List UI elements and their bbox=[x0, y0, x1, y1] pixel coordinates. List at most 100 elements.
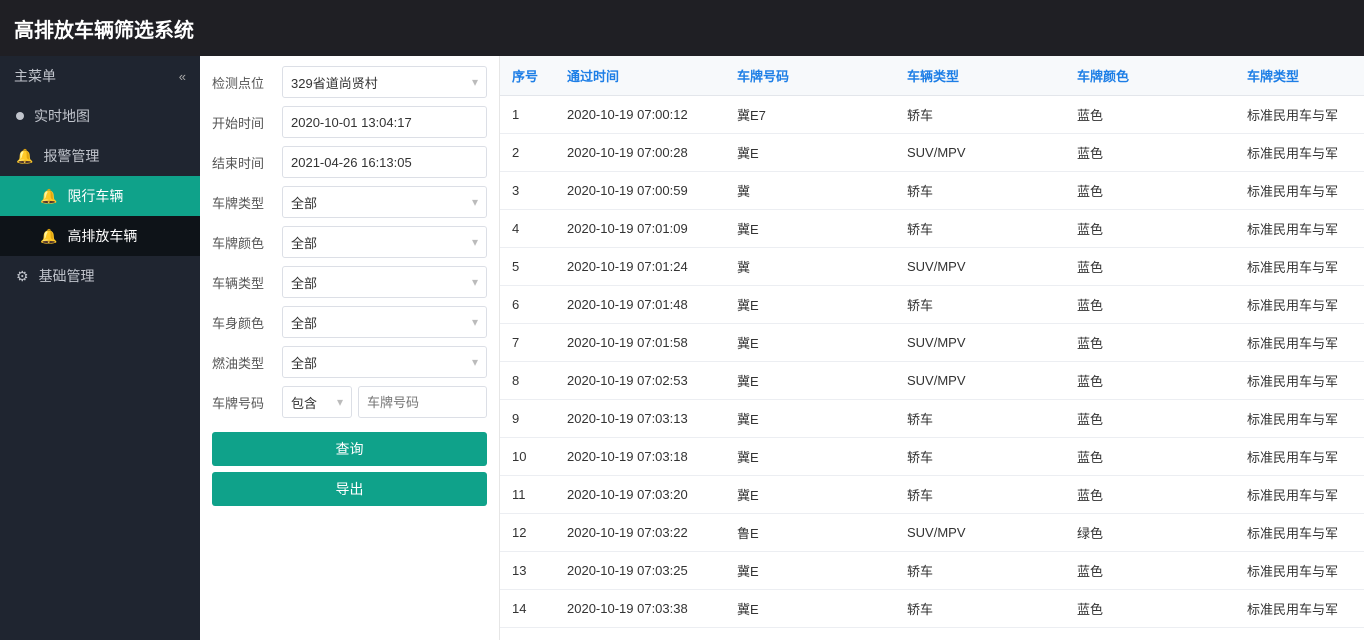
select-veh-type[interactable]: 全部 bbox=[282, 266, 487, 298]
cell: 冀E bbox=[725, 552, 895, 590]
cell: 冀E7 bbox=[725, 96, 895, 134]
col-header[interactable]: 车牌号码 bbox=[725, 56, 895, 96]
input-end[interactable]: 2021-04-26 16:13:05 bbox=[282, 146, 487, 178]
sidebar-menu: 实时地图 🔔 报警管理 🔔限行车辆🔔高排放车辆⚙基础管理 bbox=[0, 96, 200, 296]
table-row[interactable]: 132020-10-19 07:03:25冀E轿车蓝色标准民用车与军 bbox=[500, 552, 1364, 590]
table-row[interactable]: 12020-10-19 07:00:12冀E7轿车蓝色标准民用车与军 bbox=[500, 96, 1364, 134]
cell: 2020-10-19 07:01:09 bbox=[555, 210, 725, 248]
content: 检测点位 329省道尚贤村 开始时间 2020-10-01 13:04:17 结… bbox=[200, 56, 1364, 640]
col-header[interactable]: 车辆类型 bbox=[895, 56, 1065, 96]
col-header[interactable]: 通过时间 bbox=[555, 56, 725, 96]
cell: 冀E bbox=[725, 590, 895, 628]
query-button[interactable]: 查询 bbox=[212, 432, 487, 466]
app-root: 高排放车辆筛选系统 主菜单 « 实时地图 🔔 报警管理 🔔限行车辆🔔高排放车辆⚙基础管… bbox=[0, 0, 1364, 640]
cell: 13 bbox=[500, 552, 555, 590]
sidebar-header: 主菜单 « bbox=[0, 56, 200, 96]
cell: 标准民用车与军 bbox=[1235, 362, 1364, 400]
col-header[interactable]: 序号 bbox=[500, 56, 555, 96]
table-row[interactable]: 142020-10-19 07:03:38冀E轿车蓝色标准民用车与军 bbox=[500, 590, 1364, 628]
cell: 8 bbox=[500, 362, 555, 400]
cell: 2020-10-19 07:03:38 bbox=[555, 590, 725, 628]
filter-plate-no: 车牌号码 包含 bbox=[212, 386, 487, 418]
select-plate-color[interactable]: 全部 bbox=[282, 226, 487, 258]
select-site[interactable]: 329省道尚贤村 bbox=[282, 66, 487, 98]
cell: 标准民用车与军 bbox=[1235, 134, 1364, 172]
table-wrap[interactable]: 序号通过时间车牌号码车辆类型车牌颜色车牌类型 12020-10-19 07:00… bbox=[500, 56, 1364, 640]
sidebar-item[interactable]: 🔔 报警管理 bbox=[0, 136, 200, 176]
bell-icon: 🔔 bbox=[16, 148, 33, 165]
cell: 1 bbox=[500, 96, 555, 134]
select-fuel-type[interactable]: 全部 bbox=[282, 346, 487, 378]
sidebar-item[interactable]: 🔔高排放车辆 bbox=[0, 216, 200, 256]
table-row[interactable]: 62020-10-19 07:01:48冀E轿车蓝色标准民用车与军 bbox=[500, 286, 1364, 324]
filter-end: 结束时间 2021-04-26 16:13:05 bbox=[212, 146, 487, 178]
sidebar-item[interactable]: ⚙基础管理 bbox=[0, 256, 200, 296]
sidebar-item[interactable]: 🔔限行车辆 bbox=[0, 176, 200, 216]
input-plate-no-wrap[interactable] bbox=[358, 386, 487, 418]
table-body: 12020-10-19 07:00:12冀E7轿车蓝色标准民用车与军22020-… bbox=[500, 96, 1364, 640]
table-row[interactable]: 52020-10-19 07:01:24冀SUV/MPV蓝色标准民用车与军 bbox=[500, 248, 1364, 286]
cell: 蓝色 bbox=[1065, 590, 1235, 628]
cell: 蓝色 bbox=[1065, 96, 1235, 134]
table-header-row: 序号通过时间车牌号码车辆类型车牌颜色车牌类型 bbox=[500, 56, 1364, 96]
cell: 3 bbox=[500, 172, 555, 210]
col-header[interactable]: 车牌颜色 bbox=[1065, 56, 1235, 96]
filter-veh-type: 车辆类型 全部 bbox=[212, 266, 487, 298]
label-site: 检测点位 bbox=[212, 73, 276, 92]
cell: 2020-10-19 07:01:58 bbox=[555, 324, 725, 362]
table-row[interactable]: 92020-10-19 07:03:13冀E轿车蓝色标准民用车与军 bbox=[500, 400, 1364, 438]
table-row[interactable]: 42020-10-19 07:01:09冀E轿车蓝色标准民用车与军 bbox=[500, 210, 1364, 248]
table-row[interactable]: 122020-10-19 07:03:22鲁ESUV/MPV绿色标准民用车与军 bbox=[500, 514, 1364, 552]
cell: SUV/MPV bbox=[895, 134, 1065, 172]
cell: 轿车 bbox=[895, 438, 1065, 476]
table-row[interactable]: 102020-10-19 07:03:18冀E轿车蓝色标准民用车与军 bbox=[500, 438, 1364, 476]
filter-fuel-type: 燃油类型 全部 bbox=[212, 346, 487, 378]
select-body-color[interactable]: 全部 bbox=[282, 306, 487, 338]
table-row[interactable]: 32020-10-19 07:00:59冀轿车蓝色标准民用车与军 bbox=[500, 172, 1364, 210]
select-plate-op[interactable]: 包含 bbox=[282, 386, 352, 418]
sidebar-item-label: 报警管理 bbox=[43, 146, 99, 166]
label-end: 结束时间 bbox=[212, 153, 276, 172]
cell: 标准民用车与军 bbox=[1235, 552, 1364, 590]
cell: 冀 bbox=[725, 248, 895, 286]
cell: 标准民用车与军 bbox=[1235, 286, 1364, 324]
cell: 绿色 bbox=[1065, 514, 1235, 552]
cell: 冀E bbox=[725, 476, 895, 514]
export-button[interactable]: 导出 bbox=[212, 472, 487, 506]
table-row[interactable]: 72020-10-19 07:01:58冀ESUV/MPV蓝色标准民用车与军 bbox=[500, 324, 1364, 362]
collapse-icon[interactable]: « bbox=[179, 69, 186, 84]
table-row[interactable]: 112020-10-19 07:03:20冀E轿车蓝色标准民用车与军 bbox=[500, 476, 1364, 514]
cell: 标准民用车与军 bbox=[1235, 210, 1364, 248]
cell: 2 bbox=[500, 134, 555, 172]
table-row[interactable]: 22020-10-19 07:00:28冀ESUV/MPV蓝色标准民用车与军 bbox=[500, 134, 1364, 172]
cell: 轿车 bbox=[895, 476, 1065, 514]
label-fuel-type: 燃油类型 bbox=[212, 353, 276, 372]
sidebar-item[interactable]: 实时地图 bbox=[0, 96, 200, 136]
cell: 蓝色 bbox=[1065, 248, 1235, 286]
cell: 轿车 bbox=[895, 96, 1065, 134]
select-plate-type[interactable]: 全部 bbox=[282, 186, 487, 218]
table-row[interactable]: 152020-10-19 07:03:48冀EMSUV/MPV蓝色标准民用车与军 bbox=[500, 628, 1364, 640]
cell: 7 bbox=[500, 324, 555, 362]
cell: 标准民用车与军 bbox=[1235, 628, 1364, 640]
cell: 标准民用车与军 bbox=[1235, 438, 1364, 476]
label-start: 开始时间 bbox=[212, 113, 276, 132]
input-plate-no[interactable] bbox=[367, 395, 478, 410]
cell: 冀E bbox=[725, 324, 895, 362]
cell: 2020-10-19 07:00:12 bbox=[555, 96, 725, 134]
cell: 标准民用车与军 bbox=[1235, 590, 1364, 628]
filter-plate-type: 车牌类型 全部 bbox=[212, 186, 487, 218]
cell: 2020-10-19 07:00:28 bbox=[555, 134, 725, 172]
cell: 2020-10-19 07:03:22 bbox=[555, 514, 725, 552]
cell: 蓝色 bbox=[1065, 134, 1235, 172]
bell-icon: 🔔 bbox=[40, 188, 57, 205]
cell: 2020-10-19 07:03:18 bbox=[555, 438, 725, 476]
col-header[interactable]: 车牌类型 bbox=[1235, 56, 1364, 96]
table-row[interactable]: 82020-10-19 07:02:53冀ESUV/MPV蓝色标准民用车与军 bbox=[500, 362, 1364, 400]
cell: SUV/MPV bbox=[895, 324, 1065, 362]
app-title: 高排放车辆筛选系统 bbox=[14, 14, 194, 43]
cell: SUV/MPV bbox=[895, 362, 1065, 400]
input-start[interactable]: 2020-10-01 13:04:17 bbox=[282, 106, 487, 138]
cell: 2020-10-19 07:02:53 bbox=[555, 362, 725, 400]
cell: 标准民用车与军 bbox=[1235, 514, 1364, 552]
